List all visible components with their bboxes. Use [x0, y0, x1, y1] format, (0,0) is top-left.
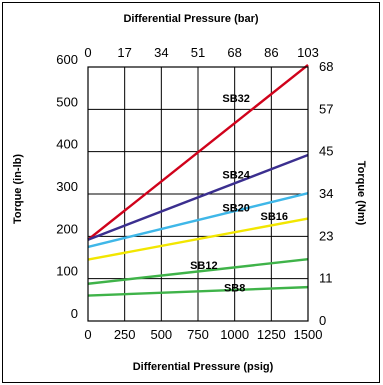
y2-tick-label: 23 [319, 228, 333, 243]
x-tick-label: 1000 [220, 327, 249, 342]
y2-tick-label: 11 [319, 271, 333, 286]
y2-tick-label: 34 [319, 186, 333, 201]
x-axis-tick-labels: 0 250 500 750 1000 1250 1500 [84, 327, 322, 342]
series-line-sb8 [87, 285, 309, 297]
y2-axis-tick-labels: 0 11 23 34 45 57 68 [319, 59, 333, 328]
y-tick-label: 500 [56, 94, 78, 109]
series-line-sb32 [87, 63, 309, 241]
x-tick-label: 500 [150, 327, 172, 342]
series-label-sb16: SB16 [261, 211, 289, 223]
x-tick-label: 0 [84, 327, 91, 342]
x-tick-label: 1250 [257, 327, 286, 342]
x-tick-label: 1500 [294, 327, 323, 342]
y-axis-tick-labels: 0 100 200 300 400 500 600 [56, 52, 78, 321]
x2-tick-label: 17 [117, 45, 131, 60]
series-label-sb12: SB12 [190, 260, 218, 272]
x2-axis-title: Differential Pressure (bar) [123, 13, 258, 25]
y-tick-label: 400 [56, 137, 78, 152]
series-label-sb20: SB20 [222, 202, 250, 214]
series-line-sb12 [87, 258, 309, 285]
series-label-sb24: SB24 [222, 169, 250, 181]
series-labels: SB32 SB24 SB20 SB16 SB12 SB8 [190, 93, 288, 294]
y-tick-label: 300 [56, 179, 78, 194]
x-axis-title: Differential Pressure (psig) [133, 361, 274, 373]
x2-tick-label: 86 [264, 45, 278, 60]
x2-tick-label: 51 [191, 45, 205, 60]
x2-tick-label: 103 [297, 45, 319, 60]
y2-tick-label: 0 [319, 313, 326, 328]
y-tick-label: 100 [56, 264, 78, 279]
series-label-sb8: SB8 [224, 282, 245, 294]
series-lines [87, 63, 309, 297]
x2-tick-label: 34 [154, 45, 168, 60]
y-tick-label: 600 [56, 52, 78, 67]
x-tick-label: 750 [187, 327, 209, 342]
y-axis-title: Torque (in-lb) [12, 154, 24, 224]
series-line-sb20 [87, 191, 309, 249]
x2-tick-label: 68 [227, 45, 241, 60]
plot-area-border [87, 66, 309, 322]
chart-frame: SB32 SB24 SB20 SB16 SB12 SB8 0 250 500 750 1000 12… [2, 2, 380, 383]
x-tick-label: 250 [114, 327, 136, 342]
y-tick-label: 200 [56, 221, 78, 236]
series-line-sb16 [87, 217, 309, 261]
grid [87, 66, 309, 322]
y2-tick-label: 68 [319, 59, 333, 74]
y2-axis-title: Torque (Nm) [355, 161, 367, 226]
y-tick-label: 0 [71, 306, 78, 321]
series-label-sb32: SB32 [222, 93, 250, 105]
x2-axis-tick-labels: 0 17 34 51 68 86 103 [84, 45, 318, 60]
y2-tick-label: 45 [319, 144, 333, 159]
series-line-sb24 [87, 153, 309, 241]
y2-tick-label: 57 [319, 101, 333, 116]
x2-tick-label: 0 [84, 45, 91, 60]
